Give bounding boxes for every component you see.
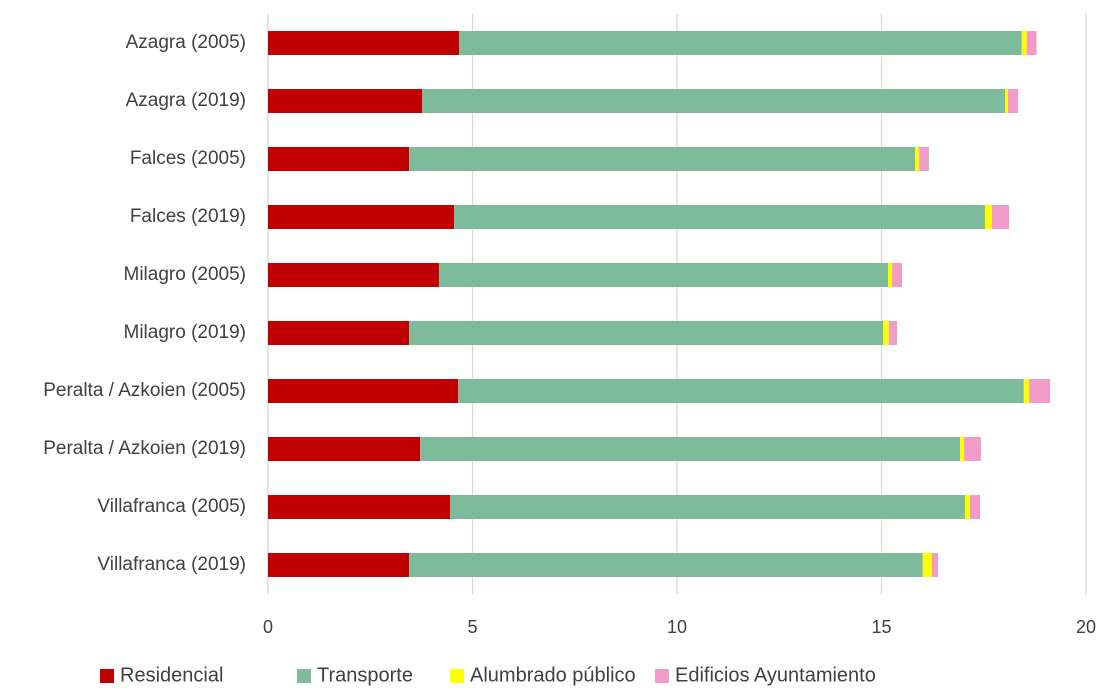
y-tick-label: Falces (2019) xyxy=(130,206,246,227)
legend-swatch xyxy=(297,669,311,683)
y-tick-label: Peralta / Azkoien (2005) xyxy=(43,380,246,401)
bar-segment xyxy=(268,89,423,113)
x-tick-label: 20 xyxy=(1076,617,1096,637)
bar-segment xyxy=(268,437,421,461)
bar-segment xyxy=(438,263,889,287)
y-tick-label: Peralta / Azkoien (2019) xyxy=(43,438,246,459)
bar-segment xyxy=(960,437,965,461)
legend-swatch xyxy=(450,669,464,683)
bar-segment xyxy=(268,553,410,577)
bar-segment xyxy=(409,553,923,577)
bar-segment xyxy=(268,495,451,519)
legend-swatch xyxy=(655,669,669,683)
legend-label: Alumbrado público xyxy=(470,664,636,686)
bar-segment xyxy=(1029,379,1051,403)
bar-segment xyxy=(883,321,889,345)
bar-segment xyxy=(268,321,410,345)
bar-segment xyxy=(409,321,884,345)
bar-segment xyxy=(409,147,916,171)
y-tick-label: Azagra (2005) xyxy=(126,32,246,53)
y-tick-label: Azagra (2019) xyxy=(126,90,246,111)
legend-label: Edificios Ayuntamiento xyxy=(675,664,876,686)
legend-label: Residencial xyxy=(120,664,223,686)
bar-segment xyxy=(915,147,920,171)
x-tick-label: 10 xyxy=(667,617,687,637)
y-tick-label: Milagro (2019) xyxy=(124,322,247,343)
bar-segment xyxy=(422,89,1006,113)
bar-segment xyxy=(454,205,985,229)
bar-segment xyxy=(931,553,938,577)
y-tick-label: Villafranca (2005) xyxy=(97,496,246,517)
bar-segment xyxy=(892,263,902,287)
x-tick-label: 0 xyxy=(263,617,273,637)
y-tick-label: Villafranca (2019) xyxy=(97,554,246,575)
bar-segment xyxy=(888,263,893,287)
bar-segment xyxy=(1023,379,1030,403)
bar-segment xyxy=(458,379,1024,403)
bar-segment xyxy=(459,31,1022,55)
y-tick-label: Milagro (2005) xyxy=(124,264,247,285)
bar-segment xyxy=(991,205,1010,229)
bar-segment xyxy=(922,553,932,577)
bar-segment xyxy=(268,379,459,403)
bar-segment xyxy=(268,263,439,287)
bar-segment xyxy=(888,321,898,345)
bar-segment xyxy=(964,495,970,519)
bar-segment xyxy=(420,437,961,461)
bar-segment xyxy=(1021,31,1027,55)
bar-segment xyxy=(969,495,981,519)
bar-segment xyxy=(1026,31,1037,55)
x-tick-label: 5 xyxy=(467,617,477,637)
bar-segment xyxy=(450,495,965,519)
x-tick-label: 15 xyxy=(871,617,891,637)
bar-segment xyxy=(268,31,460,55)
bar-segment xyxy=(984,205,992,229)
bar-segment xyxy=(1007,89,1019,113)
bar-segment xyxy=(964,437,981,461)
bar-segment xyxy=(268,147,410,171)
y-tick-label: Falces (2005) xyxy=(130,148,246,169)
bar-segment xyxy=(919,147,929,171)
bar-segment xyxy=(268,205,455,229)
legend-label: Transporte xyxy=(317,664,413,686)
bar-segment xyxy=(1005,89,1008,113)
legend-swatch xyxy=(100,669,114,683)
